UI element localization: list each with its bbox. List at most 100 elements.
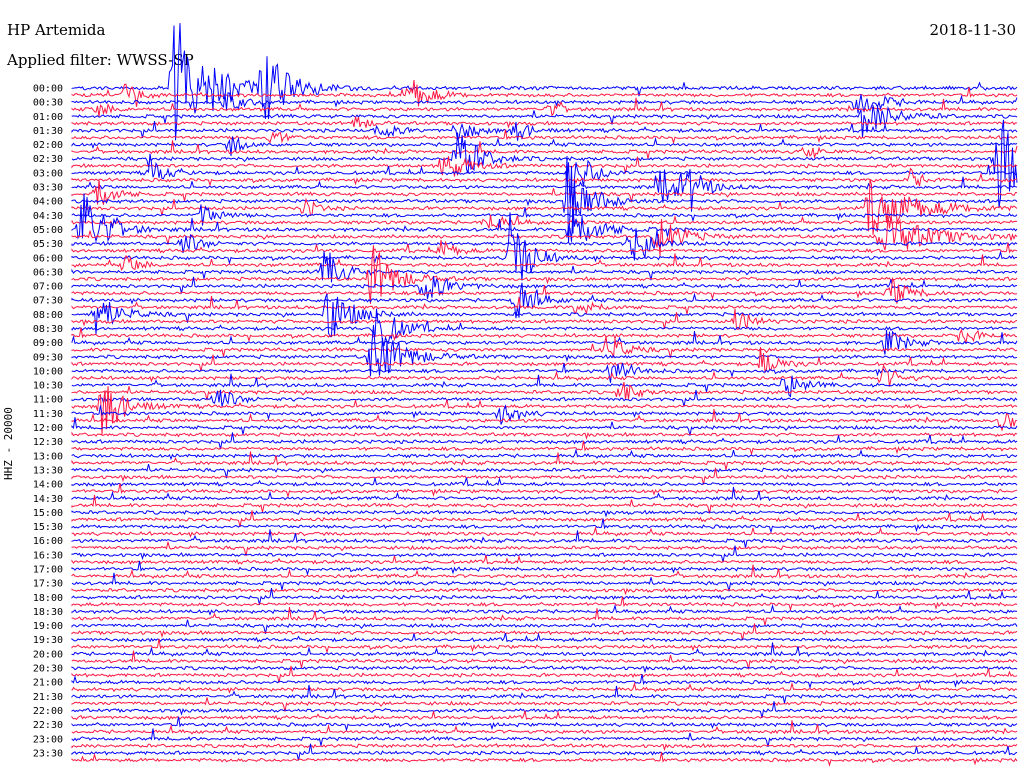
trace-row-37 (71, 336, 1018, 359)
trace-row-61 (71, 510, 1018, 528)
trace-row-65 (71, 541, 1018, 557)
trace-row-2 (71, 92, 1018, 114)
trace-row-8 (71, 136, 1018, 156)
trace-row-36 (71, 329, 1018, 355)
trace-group (71, 23, 1018, 768)
time-tick-label: 21:30 (33, 692, 63, 703)
trace-row-80 (71, 642, 1018, 657)
time-tick-label: 14:00 (33, 480, 63, 491)
trace-row-54 (71, 463, 1018, 479)
time-tick-label: 18:30 (33, 607, 63, 618)
time-tick-label: 01:00 (33, 112, 63, 123)
time-tick-label: 13:30 (33, 466, 63, 477)
time-tick-label: 20:00 (33, 649, 63, 660)
time-tick-label: 19:30 (33, 635, 63, 646)
trace-row-35 (71, 327, 1018, 344)
trace-row-90 (71, 716, 1018, 732)
trace-row-74 (71, 603, 1018, 616)
time-tick-label: 02:00 (33, 140, 63, 151)
trace-row-3 (71, 97, 1018, 117)
trace-row-24 (71, 212, 1018, 281)
trace-row-70 (71, 572, 1018, 592)
time-tick-label: 17:00 (33, 565, 63, 576)
trace-row-15 (71, 179, 1018, 205)
trace-row-34 (71, 308, 1017, 347)
trace-row-21 (71, 215, 1018, 257)
time-tick-label: 09:30 (33, 352, 63, 363)
time-tick-label: 09:00 (33, 338, 63, 349)
trace-row-27 (71, 245, 1018, 304)
trace-row-46 (71, 404, 1018, 425)
time-tick-label: 15:30 (33, 522, 63, 533)
trace-row-42 (71, 373, 1018, 398)
trace-row-87 (71, 697, 1018, 712)
time-tick-label: 04:00 (33, 197, 63, 208)
trace-row-25 (71, 253, 1018, 272)
trace-row-5 (71, 116, 1018, 129)
time-tick-label: 23:00 (33, 734, 63, 745)
time-tick-label: 11:30 (33, 409, 63, 420)
trace-row-60 (71, 509, 1018, 518)
trace-row-64 (71, 529, 1017, 548)
trace-row-83 (71, 665, 1018, 683)
time-tick-label: 07:00 (33, 282, 63, 293)
time-tick-label: 04:30 (33, 211, 63, 222)
time-tick-label: 17:30 (33, 579, 63, 590)
filter-label: Applied filter: WWSS-SP (7, 51, 194, 69)
trace-row-33 (71, 308, 1018, 331)
trace-row-10 (71, 119, 1018, 209)
time-tick-label: 02:30 (33, 154, 63, 165)
trace-row-95 (71, 751, 1018, 768)
time-tick-label: 06:30 (33, 267, 63, 278)
time-tick-label: 16:00 (33, 536, 63, 547)
trace-row-41 (71, 364, 1018, 387)
trace-row-58 (71, 486, 1018, 502)
trace-row-26 (71, 251, 1018, 283)
time-tick-label: 00:30 (33, 98, 63, 109)
trace-row-45 (71, 386, 1018, 435)
time-tick-label: 22:30 (33, 720, 63, 731)
trace-row-17 (71, 179, 1018, 235)
time-tick-label: 12:30 (33, 437, 63, 448)
trace-row-9 (71, 140, 1018, 160)
trace-row-53 (71, 451, 1018, 470)
trace-row-1 (71, 80, 1018, 107)
trace-row-62 (71, 518, 1018, 534)
trace-row-0 (71, 23, 1018, 141)
time-tick-label: 11:00 (33, 395, 63, 406)
trace-row-63 (71, 526, 1018, 539)
date-label: 2018-11-30 (929, 21, 1016, 39)
trace-row-66 (71, 545, 1018, 563)
time-tick-label: 03:00 (33, 168, 63, 179)
trace-row-18 (71, 204, 1018, 226)
time-tick-label: 10:30 (33, 381, 63, 392)
trace-row-52 (71, 448, 1018, 461)
time-tick-label: 19:00 (33, 621, 63, 632)
trace-row-6 (71, 121, 1018, 142)
trace-row-30 (71, 282, 1018, 319)
time-tick-label: 13:00 (33, 451, 63, 462)
trace-row-49 (71, 431, 1018, 440)
trace-row-43 (71, 381, 1018, 401)
trace-row-22 (71, 228, 1018, 261)
trace-row-59 (71, 494, 1018, 514)
trace-row-79 (71, 638, 1018, 654)
trace-row-16 (71, 155, 1018, 243)
trace-row-86 (71, 684, 1018, 704)
time-tick-label: 23:30 (33, 748, 63, 759)
trace-row-51 (71, 440, 1018, 456)
trace-row-4 (71, 105, 1018, 139)
time-tick-label: 16:30 (33, 550, 63, 561)
trace-row-44 (71, 389, 1018, 407)
trace-row-85 (71, 681, 1018, 694)
trace-row-23 (71, 239, 1018, 257)
trace-row-68 (71, 560, 1018, 577)
time-tick-label: 00:00 (33, 84, 63, 95)
time-tick-label: 10:00 (33, 366, 63, 377)
time-tick-label: 18:00 (33, 593, 63, 604)
trace-row-14 (71, 169, 1018, 212)
time-tick-label: 08:00 (33, 310, 63, 321)
time-tick-label: 22:00 (33, 706, 63, 717)
tick-label-group: 00:00 00:30 01:00 01:30 02:00 02:30 03:00 03:30… (33, 84, 63, 760)
